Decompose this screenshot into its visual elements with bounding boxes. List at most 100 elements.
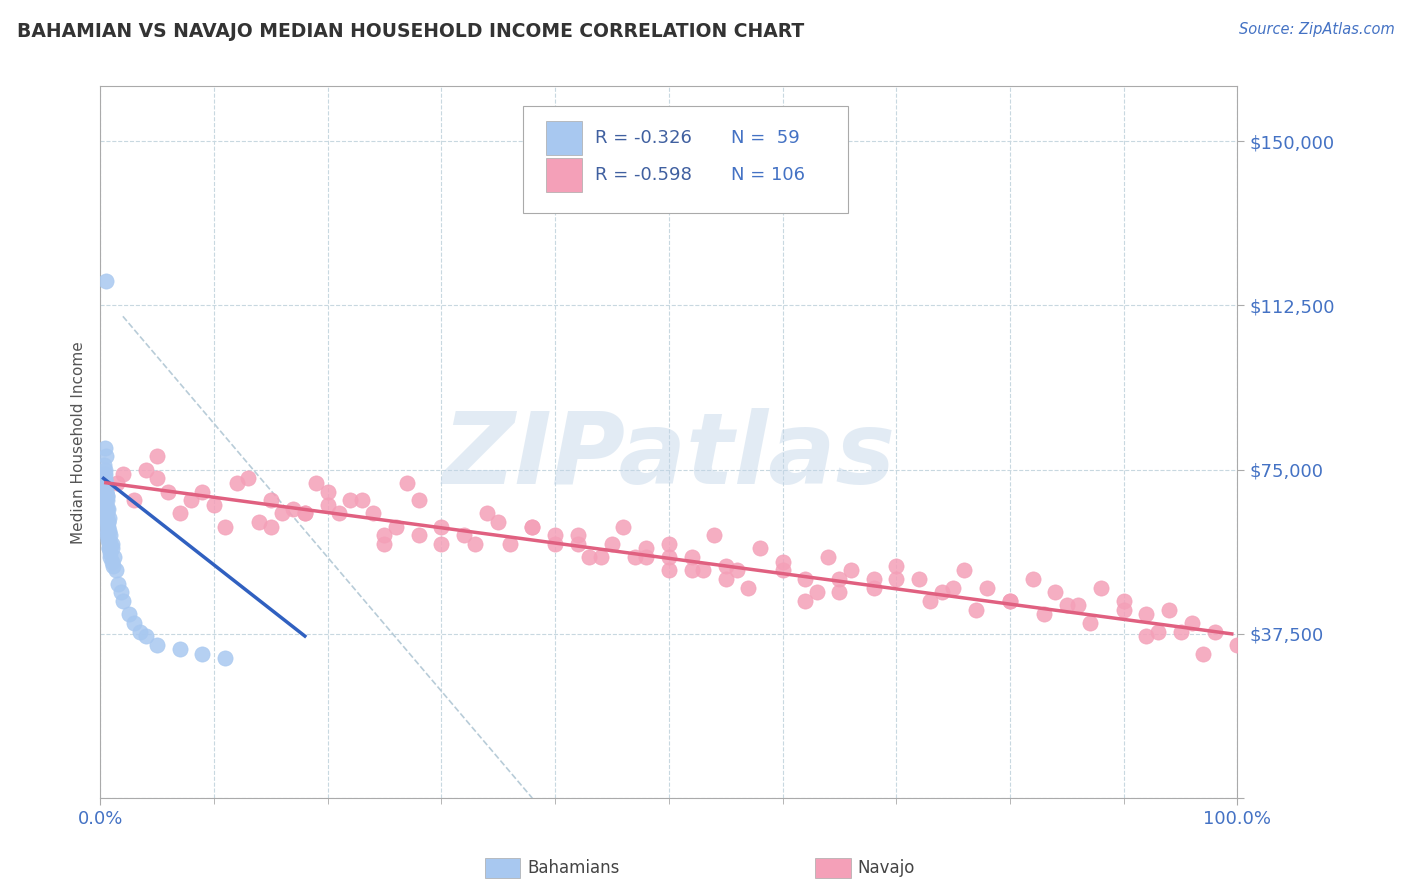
- Point: [91, 507, 114, 521]
- Point: [396, 475, 419, 490]
- Point: [111, 594, 134, 608]
- Point: [817, 550, 839, 565]
- Point: [953, 563, 976, 577]
- Point: [316, 484, 339, 499]
- Point: [772, 555, 794, 569]
- Point: [703, 528, 725, 542]
- Point: [94, 450, 117, 464]
- Point: [1045, 585, 1067, 599]
- Point: [94, 480, 117, 494]
- Point: [806, 585, 828, 599]
- Text: Source: ZipAtlas.com: Source: ZipAtlas.com: [1239, 22, 1395, 37]
- Point: [658, 550, 681, 565]
- Point: [339, 493, 361, 508]
- Point: [373, 528, 395, 542]
- Text: R = -0.598: R = -0.598: [595, 166, 692, 185]
- Point: [544, 528, 567, 542]
- Text: BAHAMIAN VS NAVAJO MEDIAN HOUSEHOLD INCOME CORRELATION CHART: BAHAMIAN VS NAVAJO MEDIAN HOUSEHOLD INCO…: [17, 22, 804, 41]
- Point: [464, 537, 486, 551]
- Point: [214, 519, 236, 533]
- Point: [350, 493, 373, 508]
- Point: [111, 467, 134, 481]
- Point: [105, 563, 128, 577]
- Point: [146, 638, 169, 652]
- Point: [98, 537, 121, 551]
- Point: [737, 581, 759, 595]
- Point: [202, 498, 225, 512]
- Point: [94, 498, 117, 512]
- Point: [305, 475, 328, 490]
- Point: [169, 642, 191, 657]
- Point: [110, 585, 132, 599]
- Point: [1033, 607, 1056, 622]
- Point: [97, 502, 120, 516]
- Point: [578, 550, 600, 565]
- Point: [1135, 629, 1157, 643]
- Point: [94, 502, 117, 516]
- Point: [98, 528, 121, 542]
- Point: [828, 572, 851, 586]
- Point: [1181, 615, 1204, 630]
- Point: [408, 528, 430, 542]
- Point: [97, 515, 120, 529]
- Point: [942, 581, 965, 595]
- Point: [146, 471, 169, 485]
- Point: [98, 541, 121, 556]
- Point: [965, 603, 987, 617]
- Point: [475, 507, 498, 521]
- Point: [1135, 607, 1157, 622]
- Point: [283, 502, 305, 516]
- Point: [97, 519, 120, 533]
- Point: [725, 563, 748, 577]
- Point: [839, 563, 862, 577]
- Text: Navajo: Navajo: [858, 859, 915, 877]
- Point: [658, 537, 681, 551]
- Point: [634, 550, 657, 565]
- Point: [1204, 624, 1226, 639]
- Point: [93, 519, 115, 533]
- Point: [998, 594, 1021, 608]
- Point: [920, 594, 942, 608]
- Point: [522, 519, 544, 533]
- Point: [98, 541, 121, 556]
- Point: [105, 475, 128, 490]
- Point: [94, 274, 117, 288]
- Point: [408, 493, 430, 508]
- Bar: [546, 158, 582, 193]
- Point: [522, 519, 544, 533]
- Point: [98, 533, 121, 547]
- Point: [94, 484, 117, 499]
- Point: [1192, 647, 1215, 661]
- Point: [93, 458, 115, 473]
- Point: [96, 489, 118, 503]
- Point: [600, 537, 623, 551]
- Point: [453, 528, 475, 542]
- Point: [247, 515, 270, 529]
- Point: [96, 515, 118, 529]
- Point: [634, 541, 657, 556]
- Point: [96, 510, 118, 524]
- Point: [97, 528, 120, 542]
- Point: [1226, 638, 1249, 652]
- Point: [658, 563, 681, 577]
- Point: [567, 528, 589, 542]
- Point: [225, 475, 247, 490]
- Point: [122, 493, 145, 508]
- Point: [93, 441, 115, 455]
- Point: [1022, 572, 1045, 586]
- Point: [1159, 603, 1181, 617]
- Point: [191, 484, 214, 499]
- Point: [884, 572, 907, 586]
- Point: [714, 559, 737, 574]
- Text: N = 106: N = 106: [731, 166, 806, 185]
- Point: [1112, 594, 1135, 608]
- Point: [612, 519, 634, 533]
- Point: [361, 507, 384, 521]
- Y-axis label: Median Household Income: Median Household Income: [72, 341, 86, 543]
- Point: [97, 533, 120, 547]
- Point: [94, 484, 117, 499]
- Point: [328, 507, 350, 521]
- FancyBboxPatch shape: [523, 105, 848, 213]
- Point: [794, 594, 817, 608]
- Point: [1112, 603, 1135, 617]
